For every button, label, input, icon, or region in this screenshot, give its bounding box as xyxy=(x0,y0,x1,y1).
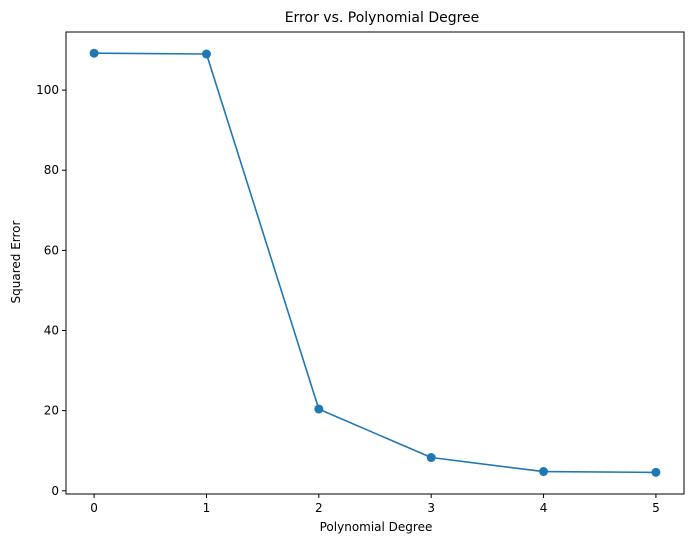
x-tick-label: 0 xyxy=(90,501,98,515)
data-point xyxy=(426,453,436,463)
x-tick-label: 5 xyxy=(652,501,660,515)
chart-title: Error vs. Polynomial Degree xyxy=(285,10,480,26)
plot-frame xyxy=(65,31,685,495)
x-axis: 0 1 2 3 4 5 xyxy=(90,494,660,515)
data-point xyxy=(314,404,324,414)
data-point xyxy=(89,48,99,58)
data-point xyxy=(539,467,549,477)
series-line xyxy=(94,52,656,474)
x-tick-label: 2 xyxy=(315,501,323,515)
data-point xyxy=(651,467,661,477)
series-markers xyxy=(89,48,661,477)
x-tick-label: 3 xyxy=(427,501,435,515)
y-tick-label: 100 xyxy=(36,83,59,97)
x-tick-label: 4 xyxy=(540,501,548,515)
x-axis-label: Polynomial Degree xyxy=(320,520,433,534)
y-tick-label: 20 xyxy=(44,404,59,418)
y-tick-label: 80 xyxy=(44,163,59,177)
y-axis: 0 20 40 60 80 100 xyxy=(36,83,66,498)
y-axis-label: Squared Error xyxy=(9,220,23,303)
y-tick-label: 60 xyxy=(44,243,59,257)
y-tick-label: 40 xyxy=(44,324,59,338)
data-point xyxy=(201,49,211,59)
y-tick-label: 0 xyxy=(51,484,59,498)
x-tick-label: 1 xyxy=(203,501,211,515)
